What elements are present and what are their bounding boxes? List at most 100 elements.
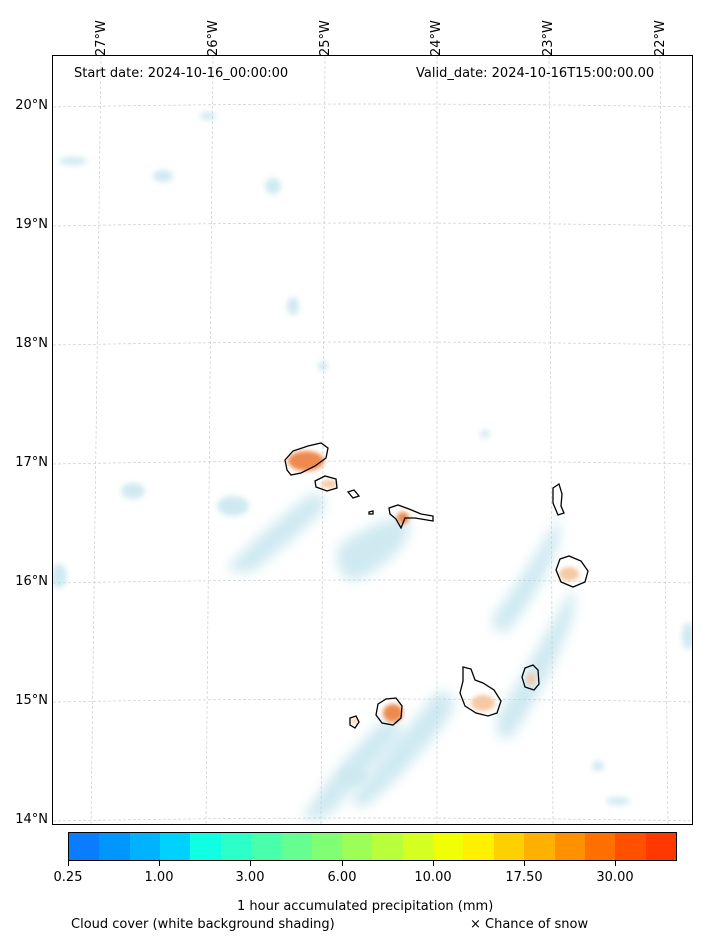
- island-brava: [349, 715, 360, 729]
- longitude-label-23w: 23°W: [541, 20, 556, 56]
- cloud-band-santiago: [353, 691, 453, 808]
- longitude-label-24w: 24°W: [429, 20, 444, 56]
- cloud-cell: [121, 483, 145, 499]
- colorbar-segment: [433, 833, 464, 860]
- colorbar-tick-label: 1.00: [144, 870, 174, 885]
- parallel-20n: [53, 103, 692, 108]
- cloud-cell: [217, 496, 249, 516]
- cloud-cell: [200, 112, 216, 120]
- island-sal: [552, 482, 565, 516]
- colorbar-segment: [129, 833, 161, 860]
- valid-date-label: Valid_date: 2024-10-16T15:00:00.00: [416, 66, 655, 81]
- latitude-label-16n: 16°N: [15, 574, 48, 589]
- precip-brava: [352, 718, 358, 724]
- cloud-cell: [53, 564, 67, 588]
- island-sao-vicente: [314, 475, 338, 492]
- latitude-label-18n: 18°N: [15, 336, 48, 351]
- meridian-23w: [548, 56, 554, 824]
- cloud-cell: [592, 761, 604, 771]
- longitude-label-25w: 25°W: [318, 20, 333, 56]
- colorbar-tick-label: 6.00: [327, 870, 357, 885]
- parallel-15n: [53, 698, 692, 703]
- cloud-cell: [318, 361, 328, 371]
- colorbar-segment: [69, 833, 100, 860]
- colorbar-segment: [463, 833, 494, 860]
- longitude-label-26w: 26°W: [206, 20, 221, 56]
- colorbar-tick: [433, 861, 434, 866]
- precip-maio: [527, 673, 535, 685]
- latitude-label-17n: 17°N: [15, 455, 48, 470]
- precip-santiago: [471, 695, 495, 711]
- colorbar-tick-label: 3.00: [235, 870, 265, 885]
- cloud-cell: [339, 766, 367, 786]
- colorbar-tick: [159, 861, 160, 866]
- cloud-cell: [606, 797, 630, 805]
- island-fogo: [375, 697, 403, 726]
- coastlines: [284, 442, 589, 729]
- colorbar-segment: [584, 833, 616, 860]
- colorbar-segment: [160, 833, 191, 860]
- cloud-band-sao-nicolau: [337, 516, 410, 581]
- cloud-cell: [59, 157, 87, 165]
- latitude-label-20n: 20°N: [15, 98, 48, 113]
- island-santo-antao: [284, 442, 329, 476]
- latitude-label-15n: 15°N: [15, 693, 48, 708]
- cloud-band-maio: [497, 589, 575, 739]
- cloud-shading: [53, 112, 692, 820]
- cloud-cell: [480, 430, 490, 438]
- cloud-cover-note: Cloud cover (white background shading): [71, 917, 335, 932]
- map-canvas: [53, 56, 692, 824]
- cloud-cell: [153, 170, 173, 182]
- colorbar-segment: [524, 833, 555, 860]
- parallel-16n: [53, 579, 692, 584]
- colorbar-tick-label: 17.50: [505, 870, 543, 885]
- island-branco-raso: [368, 510, 374, 515]
- colorbar-title: 1 hour accumulated precipitation (mm): [237, 899, 494, 914]
- precip-sao-nicolau: [397, 512, 409, 524]
- graticule: [53, 56, 692, 824]
- colorbar-segment: [342, 833, 373, 860]
- cloud-cell: [265, 178, 281, 194]
- longitude-label-22w: 22°W: [653, 20, 668, 56]
- latitude-label-19n: 19°N: [15, 217, 48, 232]
- precip-santo-antao: [288, 451, 324, 471]
- colorbar-tick: [250, 861, 251, 866]
- colorbar-tick: [524, 861, 525, 866]
- island-maio: [521, 664, 540, 691]
- colorbar-segment: [99, 833, 130, 860]
- colorbar-tick: [615, 861, 616, 866]
- island-santiago: [459, 666, 502, 717]
- colorbar-tick: [68, 861, 69, 866]
- colorbar-segment: [493, 833, 525, 860]
- precip-sao-vicente: [321, 480, 337, 488]
- colorbar-segment: [402, 833, 434, 860]
- precip-fogo: [383, 704, 403, 722]
- colorbar-segment: [615, 833, 646, 860]
- parallel-17n: [53, 460, 692, 465]
- meridian-26w: [205, 56, 214, 824]
- meridian-27w: [90, 56, 102, 824]
- meridian-25w: [320, 56, 326, 824]
- parallel-14n: [53, 817, 692, 822]
- colorbar-tick-label: 30.00: [596, 870, 634, 885]
- cloud-cell: [682, 622, 692, 650]
- latitude-label-14n: 14°N: [15, 812, 48, 827]
- colorbar-segment: [251, 833, 282, 860]
- cloud-cell: [287, 297, 299, 315]
- island-sao-nicolau: [388, 504, 434, 530]
- parallel-19n: [53, 222, 692, 227]
- parallel-18n: [53, 341, 692, 346]
- cloud-band-boavista: [492, 519, 560, 632]
- colorbar-segment: [645, 833, 676, 860]
- map-panel: [52, 55, 693, 825]
- snow-chance-note: × Chance of snow: [470, 917, 589, 932]
- colorbar-segment: [372, 833, 403, 860]
- precipitation-colorbar: [68, 832, 677, 861]
- colorbar-segment: [554, 833, 585, 860]
- longitude-label-27w: 27°W: [94, 20, 109, 56]
- meridian-22w: [659, 56, 669, 824]
- island-santa-luzia: [346, 489, 361, 499]
- colorbar-segment: [220, 833, 252, 860]
- colorbar-tick: [342, 861, 343, 866]
- colorbar-segment: [281, 833, 312, 860]
